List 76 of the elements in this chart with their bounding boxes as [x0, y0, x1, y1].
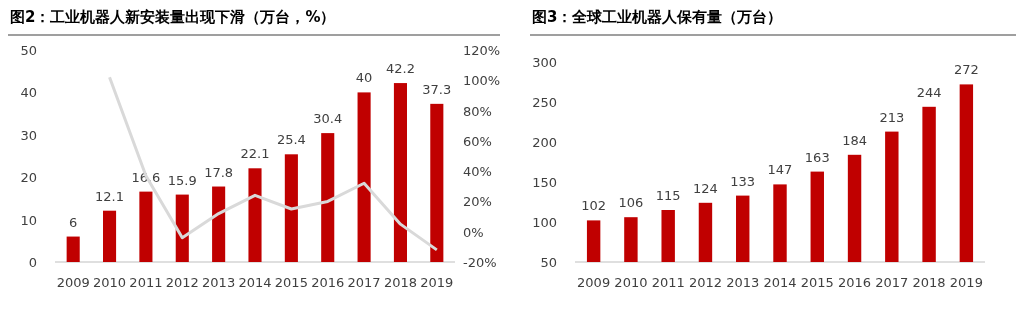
y-tick-label: 40 — [20, 85, 37, 101]
y-tick-label: 50 — [20, 43, 37, 58]
y2-tick-label: 60% — [463, 133, 492, 149]
data-label: 22.1 — [240, 146, 270, 162]
x-tick-label: 2019 — [949, 275, 983, 290]
x-tick-label: 2014 — [238, 275, 272, 290]
bar — [103, 210, 117, 262]
data-label: 213 — [879, 109, 905, 125]
data-label: 106 — [618, 195, 644, 211]
data-label: 30.4 — [313, 111, 343, 127]
x-tick-label: 2011 — [129, 275, 163, 290]
y2-tick-label: 40% — [463, 164, 492, 180]
x-tick-label: 2009 — [56, 275, 90, 290]
x-tick-label: 2010 — [93, 275, 127, 290]
y-tick-label: 0 — [28, 255, 37, 270]
bar — [393, 83, 407, 262]
y-tick-label: 250 — [532, 95, 557, 110]
chart-title: 图2：工业机器人新安装量出现下滑（万台，%） — [10, 8, 336, 26]
data-label: 124 — [693, 180, 718, 196]
x-tick-label: 2009 — [577, 275, 611, 290]
bar — [66, 236, 80, 262]
data-label: 244 — [916, 84, 942, 100]
y2-tick-label: 120% — [463, 43, 501, 58]
y2-tick-label: 80% — [463, 103, 492, 119]
data-label: 25.4 — [276, 132, 306, 148]
bar — [175, 194, 189, 262]
x-tick-label: 2013 — [726, 275, 760, 290]
data-label: 184 — [842, 132, 867, 148]
data-label: 133 — [730, 173, 756, 189]
bar — [248, 168, 262, 262]
y-tick-label: 50 — [540, 255, 557, 270]
data-label: 37.3 — [422, 81, 452, 97]
data-label: 17.8 — [204, 164, 234, 180]
x-tick-label: 2011 — [651, 275, 685, 290]
x-tick-label: 2016 — [311, 275, 345, 290]
bar — [357, 92, 371, 262]
x-tick-label: 2018 — [912, 275, 946, 290]
y2-tick-label: 0% — [463, 224, 484, 240]
data-label: 6 — [69, 214, 78, 230]
x-tick-label: 2019 — [420, 275, 454, 290]
x-tick-label: 2012 — [165, 275, 199, 290]
x-tick-label: 2017 — [875, 275, 909, 290]
y2-tick-label: -20% — [463, 255, 497, 270]
y-tick-label: 300 — [532, 55, 557, 70]
data-label: 102 — [581, 198, 607, 214]
x-tick-label: 2012 — [688, 275, 722, 290]
y-tick-label: 200 — [532, 135, 557, 150]
x-tick-label: 2018 — [383, 275, 417, 290]
data-label: 42.2 — [385, 61, 415, 77]
y-tick-label: 100 — [532, 215, 557, 230]
y-tick-label: 30 — [20, 127, 37, 143]
y-tick-label: 20 — [20, 170, 37, 186]
bar — [430, 103, 444, 262]
y-tick-label: 150 — [532, 175, 557, 190]
chart-title: 图3：全球工业机器人保有量（万台） — [532, 8, 783, 26]
x-tick-label: 2015 — [274, 275, 308, 290]
y2-tick-label: 20% — [463, 194, 492, 210]
x-tick-label: 2017 — [347, 275, 381, 290]
data-label: 147 — [767, 162, 793, 178]
data-label: 40 — [355, 70, 373, 86]
x-tick-label: 2016 — [838, 275, 872, 290]
data-label: 15.9 — [167, 172, 197, 188]
x-tick-label: 2015 — [800, 275, 834, 290]
bar — [321, 133, 335, 262]
bar — [139, 191, 153, 262]
x-tick-label: 2013 — [202, 275, 236, 290]
y-tick-label: 10 — [20, 212, 37, 228]
data-label: 272 — [953, 62, 979, 78]
bar — [284, 154, 298, 262]
data-label: 163 — [804, 149, 830, 165]
data-label: 12.1 — [95, 188, 125, 204]
x-tick-label: 2014 — [763, 275, 797, 290]
data-label: 115 — [655, 188, 681, 203]
y2-tick-label: 100% — [463, 73, 501, 89]
x-tick-label: 2010 — [614, 275, 648, 290]
bar — [212, 186, 226, 262]
